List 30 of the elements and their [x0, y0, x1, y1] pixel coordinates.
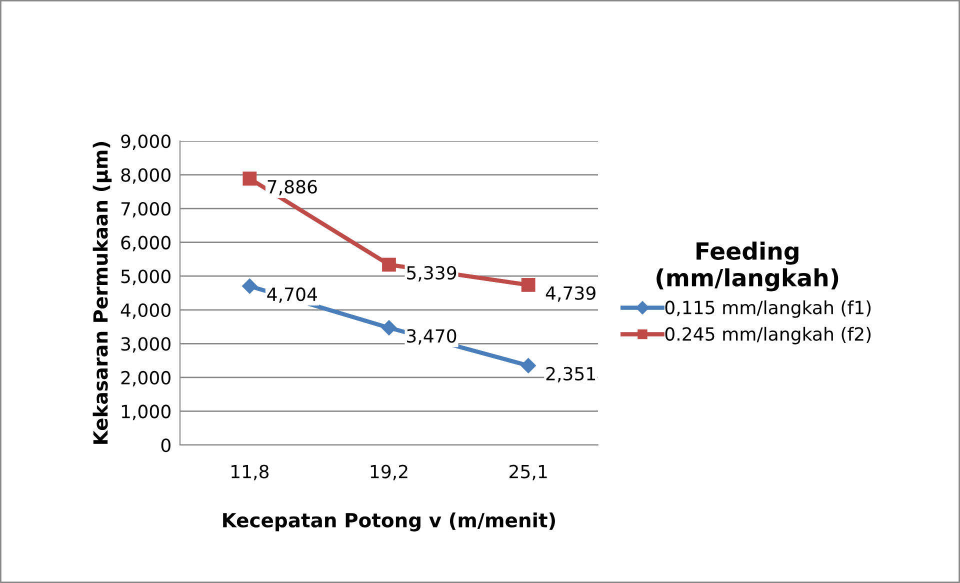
x-tick-label: 25,1 [510, 464, 547, 480]
y-axis-title: Kekasaran Permukaan (µm) [92, 142, 112, 444]
point [382, 258, 396, 272]
y-tick-label: 3,000 [121, 337, 170, 353]
data-label: 4,704 [267, 287, 318, 303]
legend-title: Feeding (mm/langkah) [656, 242, 838, 292]
x-tick-label: 19,2 [370, 464, 408, 480]
point [381, 320, 397, 336]
legend-label: 0,115 mm/langkah (f1) [665, 300, 871, 318]
y-tick-label: 1,000 [122, 404, 170, 420]
data-label: 5,339 [407, 266, 456, 282]
data-label: 2,351 [546, 366, 596, 382]
point [242, 278, 258, 294]
data-label: 4,739 [546, 286, 596, 302]
point [242, 172, 257, 186]
data-label: 3,470 [407, 329, 456, 345]
y-tick-label: 7,000 [121, 202, 170, 218]
y-tick-label: 8,000 [121, 168, 170, 184]
x-axis-title: Kecepatan Potong v (m/menit) [223, 512, 555, 532]
y-tick-label: 2,000 [121, 370, 170, 386]
y-tick-label: 0 [161, 438, 170, 452]
point [521, 278, 536, 292]
point [520, 358, 536, 374]
legend-label: 0.245 mm/langkah (f2) [665, 326, 871, 344]
y-tick-label: 5,000 [121, 270, 170, 286]
x-tick-label: 11,8 [232, 464, 269, 480]
y-tick-label: 6,000 [121, 236, 170, 252]
y-tick-label: 9,000 [121, 134, 170, 150]
y-tick-label: 4,000 [120, 303, 170, 319]
data-label: 7,886 [268, 180, 317, 196]
